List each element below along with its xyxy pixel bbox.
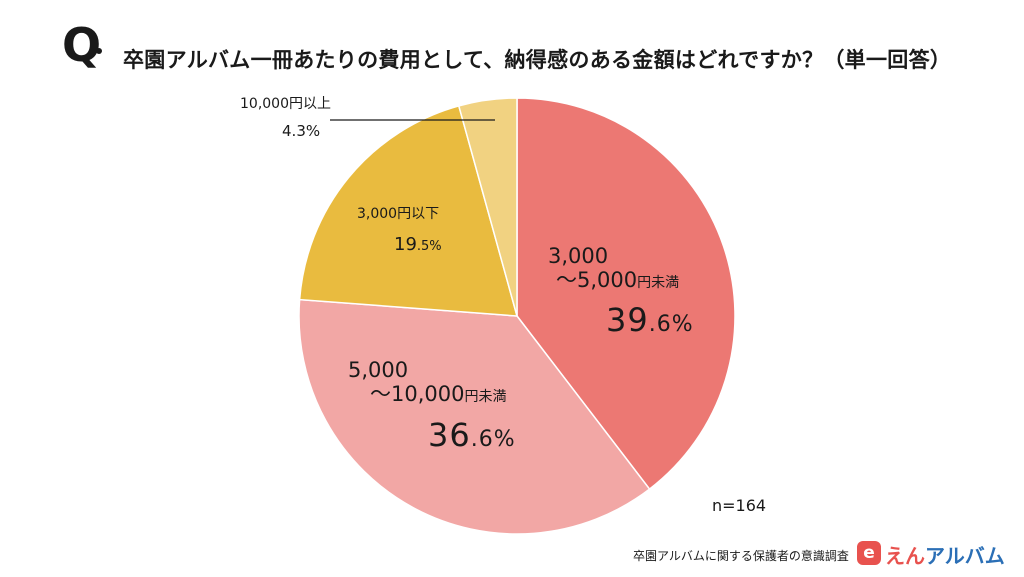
slice-label-3000-5000: 3,000 ～5,000円未満 xyxy=(548,244,679,292)
logo-icon: e xyxy=(857,541,881,565)
question-mark: Q xyxy=(62,18,102,72)
pie-slice-10000-above xyxy=(457,97,518,317)
slice-pct-5000-10000: 36.6% xyxy=(428,417,516,454)
survey-name: 卒園アルバムに関する保護者の意識調査 xyxy=(633,549,849,563)
slice-label-3000-5000-line2: ～5,000 xyxy=(556,268,638,293)
slice-pct-10000-above: 4.3% xyxy=(282,122,321,140)
slice-pct-3000-5000-int: 39 xyxy=(606,301,649,339)
question-mark-dot xyxy=(96,48,102,54)
pie-slice-3000-5000 xyxy=(516,97,736,491)
slice-pct-10000-above-int: 4 xyxy=(282,122,292,140)
slice-pct-5000-10000-dec: .6% xyxy=(470,427,516,452)
logo-wordmark-en: えん xyxy=(885,544,925,568)
slice-pct-5000-10000-int: 36 xyxy=(428,416,471,454)
question-title: 卒園アルバム一冊あたりの費用として、納得感のある金額はどれですか？（単一回答） xyxy=(123,48,952,72)
slice-label-3000-below: 3,000円以下 xyxy=(357,206,440,222)
slice-label-5000-10000-line1: 5,000 xyxy=(348,358,409,382)
slice-label-5000-10000-line2: ～10,000 xyxy=(370,382,465,407)
slice-pct-3000-5000-dec: .6% xyxy=(648,312,694,337)
pie-slice-5000-10000 xyxy=(298,298,651,535)
slice-pct-3000-below-dec: .5% xyxy=(416,239,442,254)
slice-pct-3000-5000: 39.6% xyxy=(606,302,694,339)
sample-size: n=164 xyxy=(712,496,767,515)
logo-wordmark-album: アルバム xyxy=(925,544,1005,568)
slice-label-3000-5000-unit: 円未満 xyxy=(637,275,680,292)
slice-pct-3000-below: 19.5% xyxy=(394,234,442,256)
slice-label-10000-above: 10,000円以上 xyxy=(240,96,331,112)
slice-label-5000-10000: 5,000 ～10,000円未満 xyxy=(348,358,506,406)
slice-pct-3000-below-int: 19 xyxy=(394,234,417,255)
slice-pct-10000-above-dec: .3% xyxy=(291,122,321,140)
pie-slice-3000-below xyxy=(298,104,519,317)
slice-label-3000-5000-line1: 3,000 xyxy=(548,244,609,268)
logo-wordmark: えんアルバム xyxy=(885,540,1005,569)
slice-label-5000-10000-unit: 円未満 xyxy=(464,389,507,406)
